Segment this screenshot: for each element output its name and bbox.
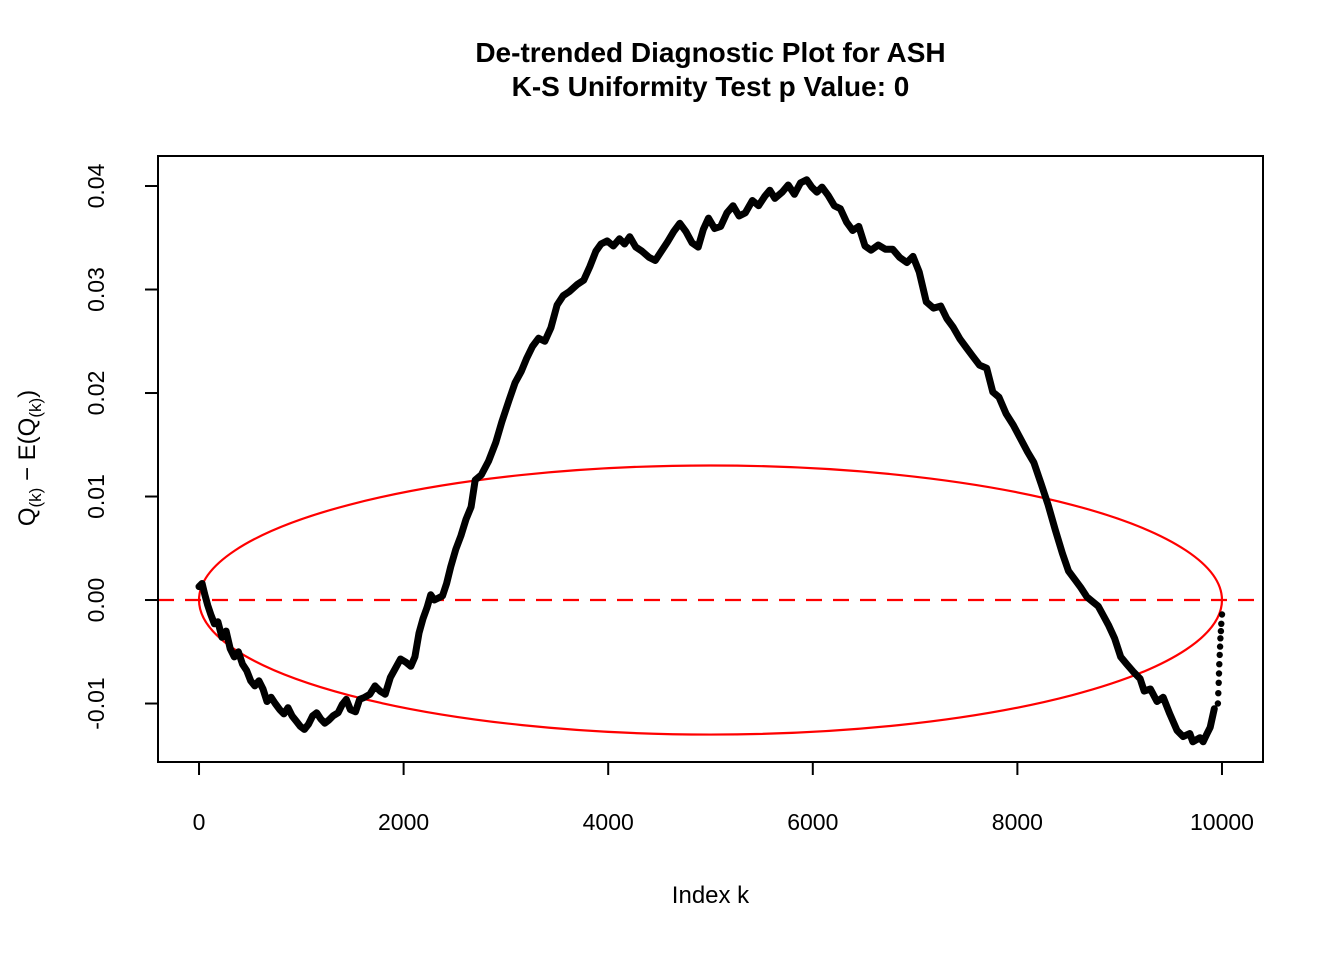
x-tick-label: 2000 (378, 809, 429, 835)
y-tick-label: 0.00 (83, 578, 109, 623)
y-tick-label: 0.01 (83, 474, 109, 519)
data-point (1216, 661, 1223, 668)
x-tick-label: 6000 (787, 809, 838, 835)
plot-title-line2: K-S Uniformity Test p Value: 0 (511, 71, 910, 102)
y-axis-ticks: -0.01 0.00 0.01 0.02 0.03 0.04 (83, 163, 158, 730)
data-point (1217, 635, 1224, 642)
plot-title-line1: De-trended Diagnostic Plot for ASH (475, 37, 946, 68)
y-tick-label: 0.03 (83, 267, 109, 312)
y-axis-label-text: − E(Q (14, 417, 41, 488)
y-axis-label-subscript: (k) (26, 487, 45, 508)
data-point (1215, 690, 1222, 697)
x-tick-label: 8000 (992, 809, 1043, 835)
data-point (1218, 611, 1226, 618)
plot-frame (157, 155, 1264, 763)
y-axis-label: Q(k) − E(Q(k)) (14, 390, 46, 526)
y-axis-label-subscript: (k) (26, 397, 45, 418)
y-axis-label-text: Q (14, 507, 41, 527)
x-tick-label: 4000 (583, 809, 634, 835)
detrended-order-statistics (195, 176, 1218, 746)
x-axis-ticks: 0 2000 4000 6000 8000 10000 (193, 762, 1254, 835)
data-point (1217, 627, 1225, 635)
x-axis-label: Index k (671, 882, 750, 909)
x-tick-label: 0 (193, 809, 206, 835)
data-point (1214, 700, 1222, 707)
y-tick-label: 0.02 (83, 371, 109, 416)
y-axis-label-text: ) (14, 389, 41, 398)
data-point (1218, 620, 1225, 627)
data-point (1215, 670, 1223, 677)
tail-points (1214, 611, 1226, 707)
confidence-ellipse (197, 464, 1224, 736)
data-point (1216, 651, 1223, 659)
plot-title: De-trended Diagnostic Plot for ASH K-S U… (158, 36, 1263, 104)
y-tick-label: 0.04 (83, 163, 109, 208)
y-tick-label: -0.01 (83, 677, 109, 729)
data-point (1215, 679, 1222, 686)
data-point (1216, 643, 1224, 650)
x-tick-label: 10000 (1190, 809, 1254, 835)
